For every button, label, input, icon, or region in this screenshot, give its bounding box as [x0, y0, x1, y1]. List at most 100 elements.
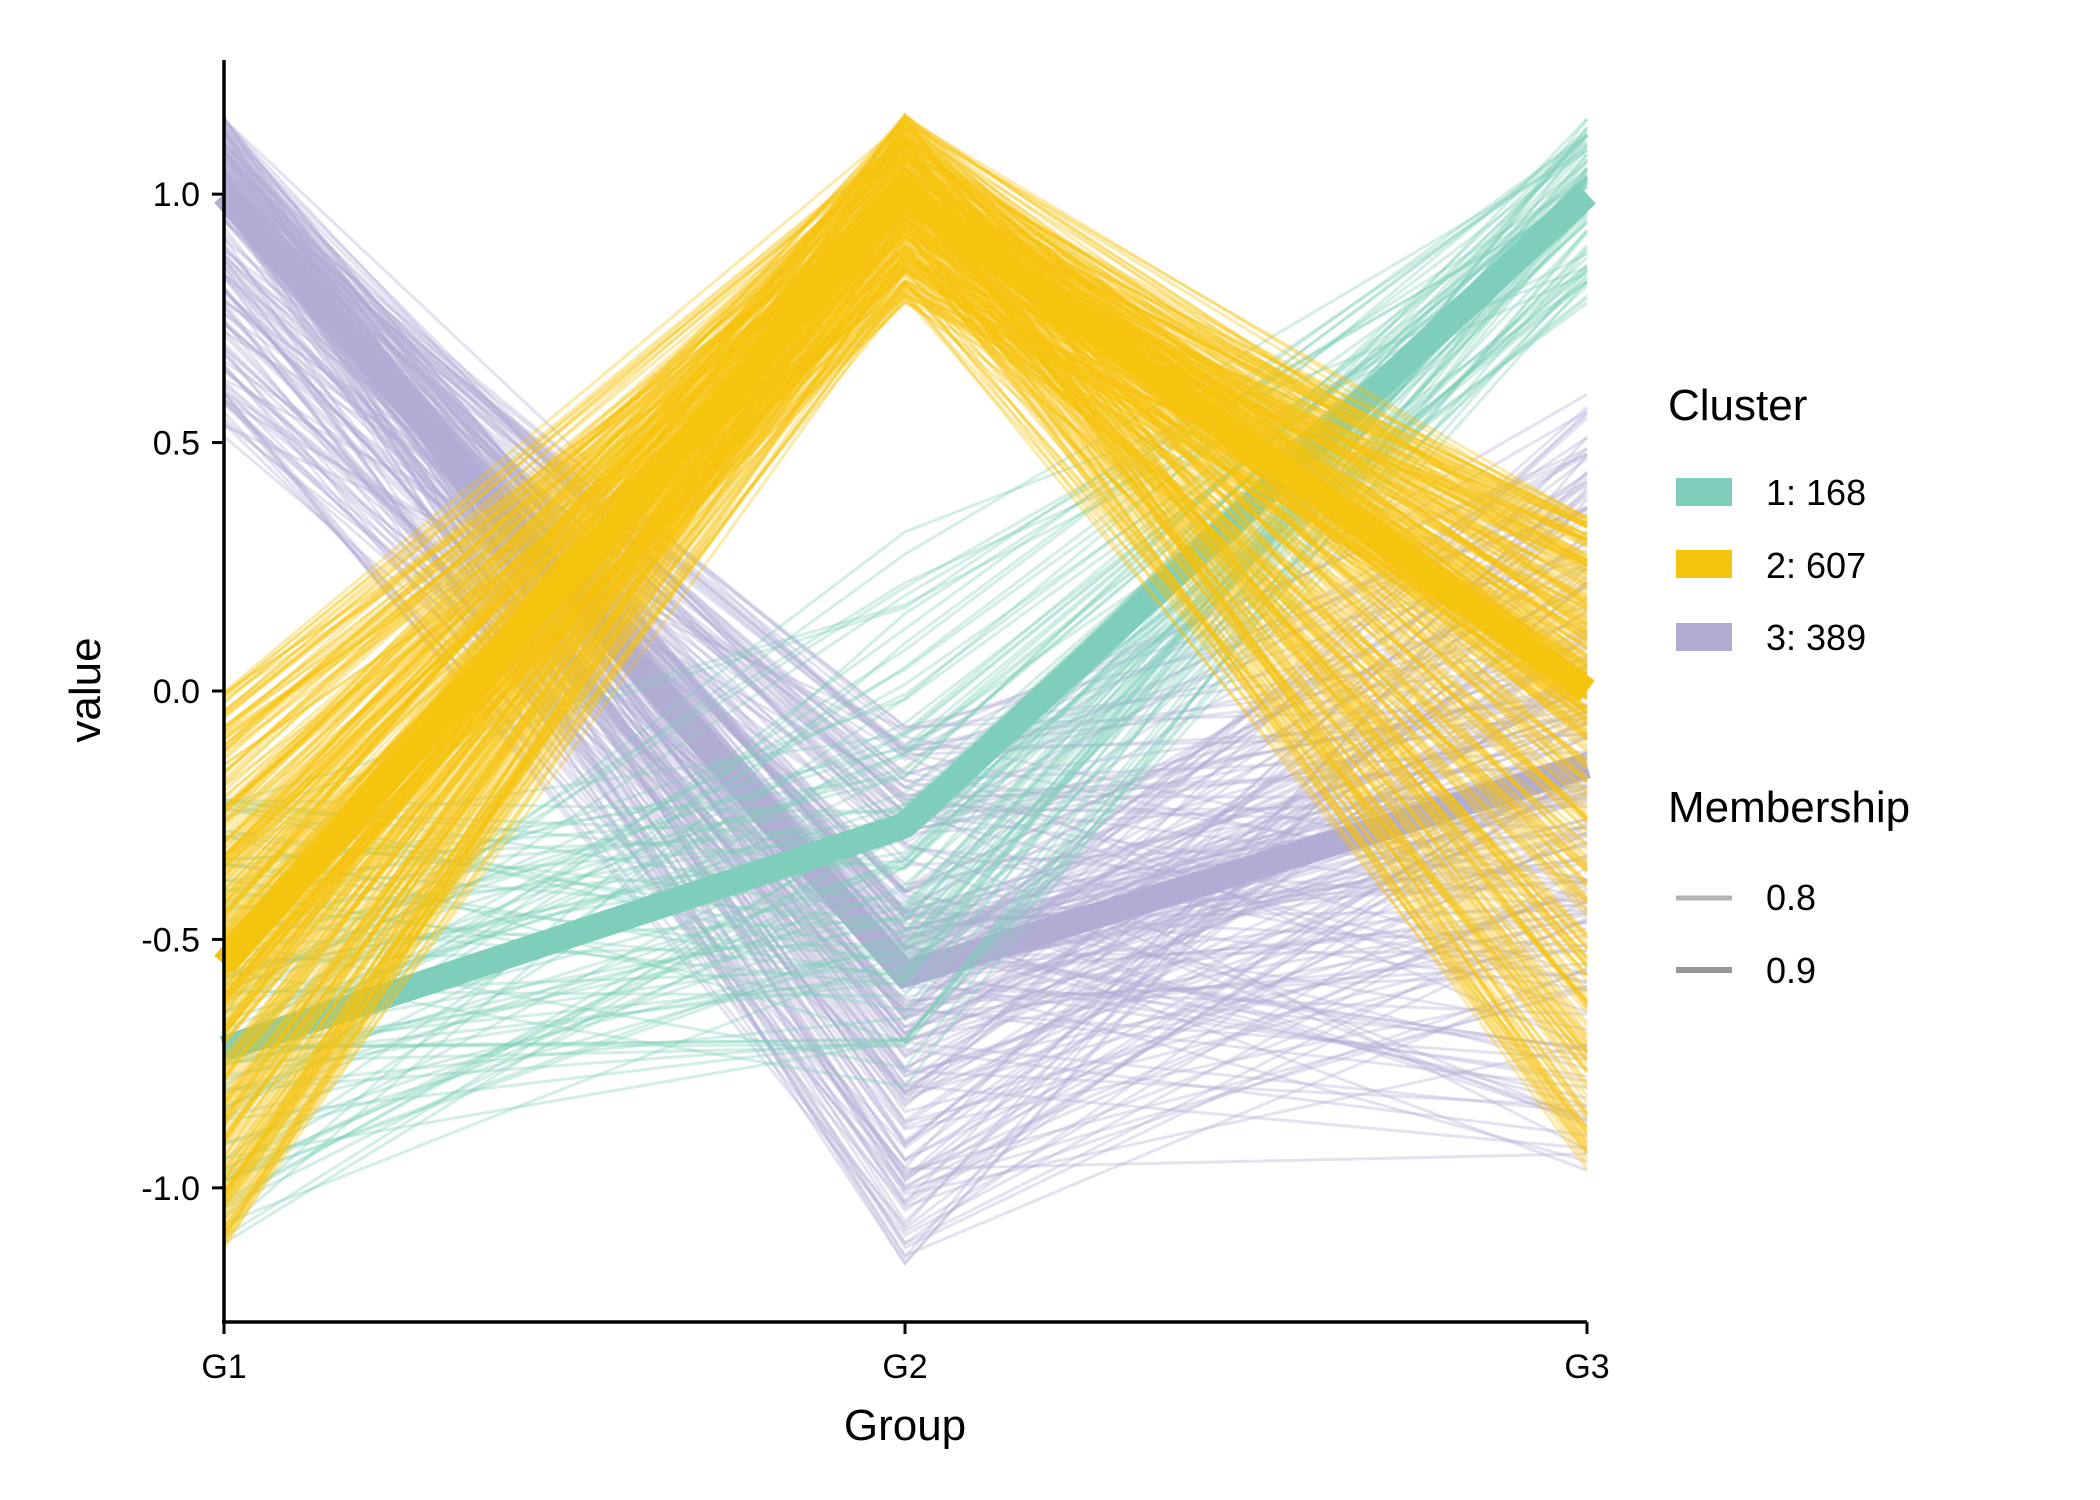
series-3-line	[222, 118, 1588, 762]
series-3-line	[222, 342, 1588, 1007]
series-3-line	[222, 251, 1588, 1058]
series-3-line	[222, 391, 1588, 1188]
series-3-line	[222, 363, 1589, 1170]
series-1-line	[223, 145, 1588, 819]
series-2-line	[222, 245, 1589, 1097]
series-2-line	[222, 139, 1589, 962]
series-2-line	[222, 267, 1588, 972]
series-2-line	[223, 136, 1589, 1139]
series-2-line	[222, 246, 1589, 905]
series-1-line	[223, 280, 1588, 904]
series-3-line	[222, 157, 1588, 801]
series-1-line	[223, 247, 1589, 1146]
series-3-line	[223, 347, 1588, 952]
series-2-line	[222, 249, 1589, 1237]
series-3-line	[222, 386, 1588, 1088]
series-3-line	[222, 162, 1588, 913]
series-3-line	[222, 422, 1588, 1094]
series-3-line	[222, 297, 1588, 1031]
series-3-line	[222, 187, 1588, 909]
series-2-line	[222, 236, 1588, 1109]
series-3-line	[222, 172, 1588, 914]
series-2-line	[222, 217, 1589, 1129]
series-2-line	[222, 216, 1589, 1071]
series-3-line	[222, 398, 1588, 1207]
series-2-line	[222, 119, 1589, 967]
legend-swatch-cluster-3	[1676, 623, 1732, 651]
series-3-line	[222, 397, 1588, 1030]
series-2-line	[223, 229, 1588, 809]
series-1-line	[223, 135, 1588, 1088]
series-3-line	[222, 306, 1589, 1109]
series-2-line	[222, 127, 1589, 1124]
series-3-line	[222, 171, 1589, 1266]
series-2-line	[222, 151, 1588, 1035]
series-2-line	[222, 227, 1588, 1184]
series-3-line	[223, 421, 1588, 1051]
series-1-line	[223, 181, 1588, 839]
series-3-line	[222, 191, 1588, 1172]
legend-swatch-cluster-1	[1676, 478, 1732, 506]
series-2-line	[222, 235, 1588, 1210]
series-2-line	[223, 153, 1589, 940]
series-2-line	[222, 224, 1589, 1065]
series-2-line	[223, 174, 1588, 717]
series-2-line	[223, 164, 1589, 792]
series-2-line	[222, 294, 1588, 952]
series-1-line	[223, 252, 1588, 806]
series-2-line	[222, 112, 1589, 1144]
y-tick-label: -0.5	[141, 921, 200, 959]
series-2-line	[222, 211, 1589, 1208]
series-3-line	[222, 130, 1588, 1182]
series-2-line	[222, 293, 1588, 993]
series-1-line	[223, 178, 1589, 923]
series-1-line	[223, 229, 1589, 963]
series-2-line	[222, 168, 1588, 1201]
series-3-line	[222, 195, 1588, 1258]
series-2-line	[222, 219, 1588, 1005]
series-2-line	[222, 226, 1589, 1128]
series-3-line	[222, 189, 1588, 910]
series-2-line	[222, 120, 1588, 915]
series-1-line	[223, 177, 1589, 1183]
series-3-line	[223, 203, 1588, 1014]
series-2-line	[222, 121, 1588, 1096]
series-3-line	[222, 352, 1588, 1092]
series-2-line	[222, 169, 1589, 1115]
series-2-line	[222, 120, 1588, 815]
series-2-line	[223, 219, 1588, 696]
series-1-line	[223, 178, 1589, 1225]
series-2-line	[222, 142, 1589, 1182]
series-2-line	[222, 222, 1588, 858]
y-tick-label: 0.0	[153, 673, 200, 711]
series-1-line	[223, 244, 1589, 981]
series-2-line	[222, 284, 1588, 1236]
series-1-line	[223, 193, 1589, 906]
series-1-line	[223, 139, 1588, 1231]
series-2-line	[222, 127, 1588, 904]
series-1-line	[223, 205, 1588, 944]
series-2-line	[223, 138, 1588, 713]
series-3-line	[222, 144, 1588, 845]
series-3-line	[222, 208, 1588, 1037]
series-2-line	[222, 150, 1588, 1140]
series-3-line	[223, 194, 1588, 776]
legend-title-cluster: Cluster	[1668, 381, 1807, 430]
series-2-line	[222, 236, 1588, 1126]
series-bundle-2	[214, 112, 1595, 1250]
series-2-line	[222, 256, 1588, 986]
series-3-line	[222, 139, 1588, 931]
series-1-line	[223, 206, 1588, 1061]
series-1-line	[223, 133, 1588, 1121]
series-2-line	[222, 140, 1589, 968]
x-tick-label: G1	[201, 1348, 246, 1386]
series-2-line	[222, 175, 1589, 1230]
series-3-line	[222, 245, 1588, 1004]
series-1-line	[223, 218, 1589, 1042]
series-3-line	[223, 187, 1588, 751]
series-3-line	[223, 179, 1588, 783]
series-1-line	[223, 153, 1589, 960]
series-bundle-3	[214, 115, 1591, 1266]
series-3-line	[223, 406, 1588, 1013]
